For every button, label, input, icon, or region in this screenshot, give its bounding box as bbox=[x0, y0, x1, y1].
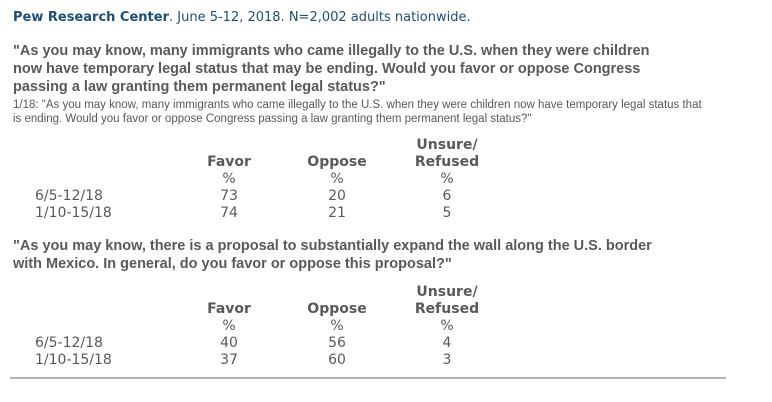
col-header-unsure-line2: Refused bbox=[414, 301, 480, 317]
unit-percent: % bbox=[440, 171, 454, 187]
unit-percent: % bbox=[222, 171, 236, 187]
col-header-unsure-line2: Refused bbox=[414, 154, 480, 170]
col-header-favor: Favor bbox=[207, 301, 251, 317]
cell-oppose: 20 bbox=[328, 188, 346, 204]
cell-oppose: 60 bbox=[328, 352, 346, 368]
col-header-unsure-refused: Unsure/Refused bbox=[391, 137, 503, 171]
poll-table-1: Favor Oppose Unsure/Refused % % % 6/5-12… bbox=[35, 137, 503, 222]
row-label: 6/5-12/18 bbox=[35, 335, 103, 351]
table-1-header-row: Favor Oppose Unsure/Refused bbox=[35, 137, 503, 171]
cell-favor: 73 bbox=[220, 188, 238, 204]
question-section-1: "As you may know, many immigrants who ca… bbox=[0, 42, 772, 222]
unit-percent: % bbox=[222, 318, 236, 334]
cell-favor: 37 bbox=[220, 352, 238, 368]
cell-oppose: 21 bbox=[328, 205, 346, 221]
col-header-unsure-line1: Unsure/ bbox=[416, 137, 478, 153]
poll-table-2: Favor Oppose Unsure/Refused % % % 6/5-12… bbox=[35, 284, 503, 369]
row-label: 1/10-15/18 bbox=[35, 205, 112, 221]
table-1-unit-row: % % % bbox=[35, 171, 503, 188]
question-1-footnote: 1/18: "As you may know, many immigrants … bbox=[13, 99, 702, 125]
source-details: . June 5-12, 2018. N=2,002 adults nation… bbox=[169, 10, 471, 25]
cell-unsure: 3 bbox=[442, 352, 452, 368]
cell-unsure: 4 bbox=[442, 335, 452, 351]
table-row: 1/10-15/18 74 21 5 bbox=[35, 205, 503, 222]
source-line: Pew Research Center. June 5-12, 2018. N=… bbox=[13, 10, 759, 25]
empty-corner-cell bbox=[35, 284, 175, 318]
row-label: 1/10-15/18 bbox=[35, 352, 112, 368]
table-row: 1/10-15/18 37 60 3 bbox=[35, 352, 503, 369]
question-section-2: "As you may know, there is a proposal to… bbox=[0, 237, 772, 369]
table-2-header-row: Favor Oppose Unsure/Refused bbox=[35, 284, 503, 318]
cell-unsure: 5 bbox=[442, 205, 452, 221]
col-header-oppose: Oppose bbox=[307, 154, 367, 170]
divider-rule bbox=[10, 377, 726, 379]
cell-favor: 40 bbox=[220, 335, 238, 351]
empty-corner-cell bbox=[35, 137, 175, 171]
table-2-unit-row: % % % bbox=[35, 318, 503, 335]
source-name: Pew Research Center bbox=[13, 10, 169, 25]
col-header-unsure-refused: Unsure/Refused bbox=[391, 284, 503, 318]
col-header-oppose: Oppose bbox=[307, 301, 367, 317]
question-1-text: "As you may know, many immigrants who ca… bbox=[13, 43, 650, 95]
table-row: 6/5-12/18 40 56 4 bbox=[35, 335, 503, 352]
cell-unsure: 6 bbox=[442, 188, 452, 204]
empty-cell bbox=[35, 318, 175, 335]
unit-percent: % bbox=[330, 171, 344, 187]
empty-cell bbox=[35, 171, 175, 188]
table-row: 6/5-12/18 73 20 6 bbox=[35, 188, 503, 205]
col-header-unsure-line1: Unsure/ bbox=[416, 284, 478, 300]
cell-oppose: 56 bbox=[328, 335, 346, 351]
unit-percent: % bbox=[330, 318, 344, 334]
unit-percent: % bbox=[440, 318, 454, 334]
question-2-text: "As you may know, there is a proposal to… bbox=[13, 238, 652, 272]
cell-favor: 74 bbox=[220, 205, 238, 221]
row-label: 6/5-12/18 bbox=[35, 188, 103, 204]
col-header-favor: Favor bbox=[207, 154, 251, 170]
